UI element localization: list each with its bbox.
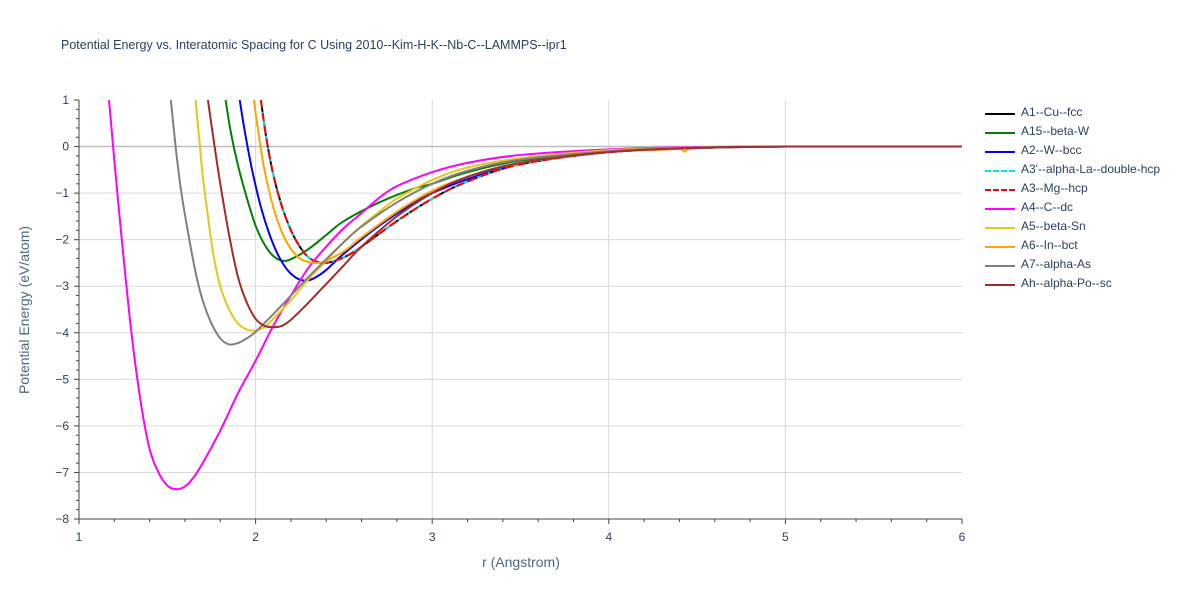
series-line-Ah--alpha-Po--sc[interactable] xyxy=(206,100,962,329)
series-line-A7--alpha-As[interactable] xyxy=(169,100,962,346)
x-tick-label: 3 xyxy=(429,530,436,544)
legend-label: A3--Mg--hcp xyxy=(1021,181,1088,195)
legend-item[interactable]: A15--beta-W xyxy=(980,123,1195,142)
legend-swatch xyxy=(985,227,1015,229)
y-tick-label: 0 xyxy=(62,140,69,154)
series-line-A3--Mg--hcp[interactable] xyxy=(259,100,962,265)
legend-label: A7--alpha-As xyxy=(1021,257,1092,271)
legend-item[interactable]: Ah--alpha-Po--sc xyxy=(980,275,1195,294)
y-axis-title: Potential Energy (eV/atom) xyxy=(16,226,32,394)
legend-swatch xyxy=(985,284,1015,286)
x-axis-title: r (Angstrom) xyxy=(482,554,560,570)
legend-label: A15--beta-W xyxy=(1021,124,1090,138)
legend-swatch xyxy=(985,208,1015,210)
y-tick-label: 1 xyxy=(62,93,69,107)
y-tick-label: −1 xyxy=(55,186,69,200)
legend-item[interactable]: A3'--alpha-La--double-hcp xyxy=(980,161,1195,180)
axes: 1 2 3 4 5 6 1 0 −1 −2 −3 −4 −5 −6 −7 −8 xyxy=(55,93,965,544)
legend-swatch xyxy=(985,132,1015,134)
x-tick-label: 6 xyxy=(959,530,966,544)
series-line-A1--Cu--fcc[interactable] xyxy=(259,100,962,265)
x-tick-label: 5 xyxy=(782,530,789,544)
series-lines xyxy=(108,100,962,491)
y-tick-label: −6 xyxy=(55,419,69,433)
legend-label: Ah--alpha-Po--sc xyxy=(1021,276,1112,290)
legend-label: A5--beta-Sn xyxy=(1021,219,1086,233)
chart-title: Potential Energy vs. Interatomic Spacing… xyxy=(61,38,567,52)
y-tick-label: −4 xyxy=(55,326,69,340)
legend-swatch xyxy=(985,189,1015,191)
x-tick-label: 1 xyxy=(76,530,83,544)
legend-label: A4--C--dc xyxy=(1021,200,1074,214)
legend-swatch xyxy=(985,170,1015,172)
y-tick-label: −2 xyxy=(55,233,69,247)
series-line-A5--beta-Sn[interactable] xyxy=(194,100,962,332)
legend-label: A1--Cu--fcc xyxy=(1021,105,1083,119)
x-tick-label: 2 xyxy=(252,530,259,544)
legend-item[interactable]: A4--C--dc xyxy=(980,199,1195,218)
legend-item[interactable]: A7--alpha-As xyxy=(980,256,1195,275)
legend: A1--Cu--fcc A15--beta-W A2--W--bcc A3'--alp… xyxy=(980,104,1195,294)
grid xyxy=(79,100,962,519)
legend-item[interactable]: A6--In--bct xyxy=(980,237,1195,256)
legend-label: A3'--alpha-La--double-hcp xyxy=(1021,162,1161,176)
series-line-A3'--alpha-La--double-hcp[interactable] xyxy=(259,100,962,265)
legend-swatch xyxy=(985,151,1015,153)
y-tick-label: −7 xyxy=(55,465,69,479)
series-line-A6--In--bct[interactable] xyxy=(252,100,962,265)
y-tick-label: −3 xyxy=(55,279,69,293)
series-line-A2--W--bcc[interactable] xyxy=(238,100,962,282)
legend-swatch xyxy=(985,246,1015,248)
y-tick-label: −5 xyxy=(55,372,69,386)
legend-item[interactable]: A1--Cu--fcc xyxy=(980,104,1195,123)
legend-swatch xyxy=(985,265,1015,267)
legend-item[interactable]: A3--Mg--hcp xyxy=(980,180,1195,199)
legend-label: A6--In--bct xyxy=(1021,238,1078,252)
y-tick-label: −8 xyxy=(55,512,69,526)
legend-label: A2--W--bcc xyxy=(1021,143,1082,157)
x-tick-label: 4 xyxy=(605,530,612,544)
legend-item[interactable]: A2--W--bcc xyxy=(980,142,1195,161)
legend-item[interactable]: A5--beta-Sn xyxy=(980,218,1195,237)
legend-swatch xyxy=(985,113,1015,115)
